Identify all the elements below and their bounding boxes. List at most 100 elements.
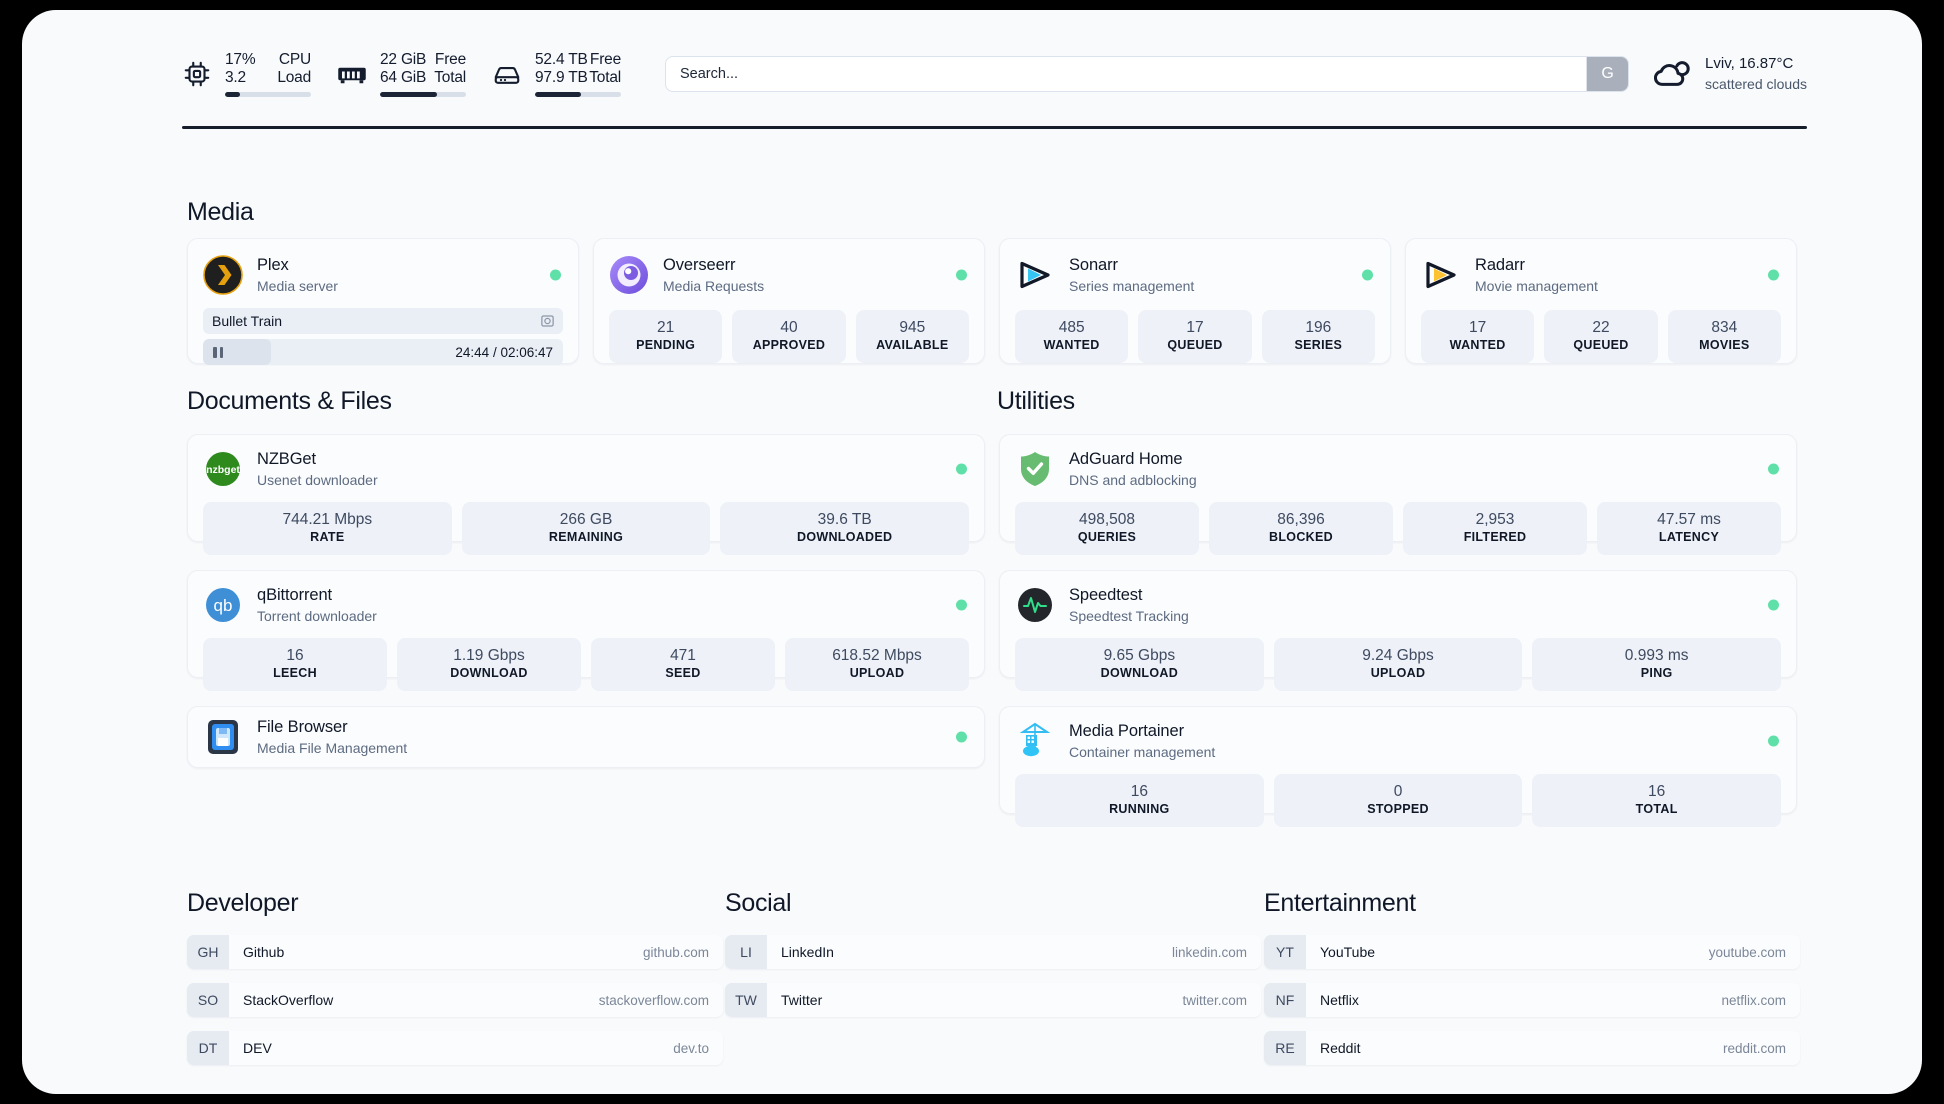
bookmark-name: Reddit — [1320, 1040, 1361, 1056]
overseerr-icon — [609, 255, 649, 295]
stat-wanted: 485 WANTED — [1015, 310, 1129, 363]
stat-value: 39.6 TB — [817, 511, 872, 528]
disk-label-free: Free — [589, 50, 621, 68]
bookmark-stackoverflow[interactable]: SO StackOverflow stackoverflow.com — [187, 983, 723, 1017]
bookmark-youtube[interactable]: YT YouTube youtube.com — [1264, 935, 1800, 969]
radarr-icon — [1421, 255, 1461, 295]
card-qbittorrent[interactable]: qb qBittorrent Torrent downloader 16 LEE… — [187, 570, 985, 691]
plex-player: Bullet Train 24:44 / 02:06:47 — [203, 308, 563, 365]
stat-value: 485 — [1058, 319, 1085, 336]
plex-icon — [203, 255, 243, 295]
card-file-browser[interactable]: File Browser Media File Management — [187, 706, 985, 768]
cpu-label-bottom: Load — [277, 69, 311, 86]
plex-progress-row[interactable]: 24:44 / 02:06:47 — [203, 339, 563, 365]
search-input[interactable] — [666, 57, 1587, 91]
stat-value: 471 — [670, 647, 696, 664]
bookmark-group-title-entertainment: Entertainment — [1264, 889, 1416, 917]
stat-label: UPLOAD — [1370, 666, 1426, 681]
stat-label: DOWNLOAD — [450, 666, 528, 681]
app-subtitle: DNS and adblocking — [1069, 471, 1197, 488]
card-header: qb qBittorrent Torrent downloader — [203, 584, 969, 626]
cpu-label-top: CPU — [278, 50, 311, 68]
bookmark-group-title-developer: Developer — [187, 889, 299, 917]
status-dot-online — [1768, 599, 1779, 611]
stat-value: 16 — [1130, 783, 1148, 800]
stat-value: 945 — [899, 319, 926, 336]
stat-label: QUERIES — [1077, 530, 1137, 545]
card-media-portainer[interactable]: Media Portainer Container management 16 … — [999, 706, 1797, 827]
card-nzbget[interactable]: nzbget NZBGet Usenet downloader 744.21 M… — [187, 434, 985, 555]
bookmark-dev[interactable]: DT DEV dev.to — [187, 1031, 723, 1065]
section-title-media: Media — [187, 198, 254, 226]
stat-wanted: 17 WANTED — [1421, 310, 1535, 363]
stat-upload: 618.52 Mbps UPLOAD — [785, 638, 969, 691]
weather-location-temp: Lviv, 16.87°C — [1705, 55, 1794, 73]
stat-value: 9.65 Gbps — [1103, 647, 1176, 664]
stat-upload: 9.24 Gbps UPLOAD — [1273, 638, 1523, 691]
stat-value: 0.993 ms — [1624, 647, 1689, 664]
memory-total-value: 64 GiB — [380, 69, 427, 86]
stat-value: 16 — [286, 647, 304, 664]
bookmark-url: twitter.com — [1182, 992, 1247, 1008]
stat-value: 40 — [780, 319, 798, 336]
bookmark-badge: TW — [725, 983, 767, 1017]
card-speedtest[interactable]: Speedtest Speedtest Tracking 9.65 Gbps D… — [999, 570, 1797, 691]
search-engine-button[interactable]: G — [1586, 57, 1629, 91]
stat-queries: 498,508 QUERIES — [1015, 502, 1199, 555]
stat-queued: 22 QUEUED — [1544, 310, 1658, 363]
card-radarr[interactable]: Radarr Movie management 17 WANTED 22 QUE… — [1405, 238, 1797, 364]
bookmark-group-title-social: Social — [725, 889, 792, 917]
search-bar[interactable]: G — [665, 56, 1630, 92]
stat-label: LATENCY — [1658, 530, 1720, 545]
svg-text:nzbget: nzbget — [206, 464, 240, 476]
bookmark-netflix[interactable]: NF Netflix netflix.com — [1264, 983, 1800, 1017]
stat-available: 945 AVAILABLE — [855, 310, 969, 363]
nzbget-icon: nzbget — [203, 449, 243, 489]
app-name: Sonarr — [1069, 256, 1118, 275]
card-header: Speedtest Speedtest Tracking — [1015, 584, 1781, 626]
stat-rate: 744.21 Mbps RATE — [203, 502, 452, 555]
card-header: Media Portainer Container management — [1015, 720, 1781, 762]
stat-label: PING — [1640, 666, 1673, 681]
qbittorrent-icon: qb — [203, 585, 243, 625]
app-subtitle: Container management — [1069, 743, 1216, 760]
card-adguard-home[interactable]: AdGuard Home DNS and adblocking 498,508 … — [999, 434, 1797, 555]
bookmark-name: Twitter — [781, 992, 823, 1008]
bookmark-reddit[interactable]: RE Reddit reddit.com — [1264, 1031, 1800, 1065]
stat-label: REMAINING — [548, 530, 624, 545]
bookmark-github[interactable]: GH Github github.com — [187, 935, 723, 969]
bookmark-badge: LI — [725, 935, 767, 969]
header-divider — [182, 126, 1807, 129]
dashboard-header: 17% 3.2 CPU Load — [182, 38, 1807, 110]
card-header: Radarr Movie management — [1421, 252, 1781, 298]
pause-icon[interactable] — [213, 346, 223, 358]
stat-label: SEED — [665, 666, 701, 681]
app-subtitle: Media File Management — [257, 739, 408, 756]
card-header: Sonarr Series management — [1015, 252, 1375, 298]
stat-value: 9.24 Gbps — [1362, 647, 1434, 664]
card-plex[interactable]: Plex Media server Bullet Train 24:44 / 0… — [187, 238, 579, 365]
stat-blocked: 86,396 BLOCKED — [1209, 502, 1393, 555]
stat-label: AVAILABLE — [876, 338, 949, 353]
card-header: Overseerr Media Requests — [609, 252, 969, 298]
stat-value: 17 — [1469, 319, 1487, 336]
bookmark-badge: DT — [187, 1031, 229, 1065]
memory-icon — [337, 59, 367, 89]
weather-widget: Lviv, 16.87°C scattered clouds — [1651, 54, 1807, 94]
memory-label-free: Free — [434, 50, 466, 68]
bookmark-linkedin[interactable]: LI LinkedIn linkedin.com — [725, 935, 1261, 969]
disk-usage-bar — [535, 92, 621, 98]
card-sonarr[interactable]: Sonarr Series management 485 WANTED 17 Q… — [999, 238, 1391, 364]
status-dot-online — [1768, 735, 1779, 747]
stats-row: 498,508 QUERIES 86,396 BLOCKED 2,953 FIL… — [1015, 502, 1781, 555]
cast-icon[interactable] — [540, 314, 555, 329]
bookmark-badge: NF — [1264, 983, 1306, 1017]
stat-value: 1.19 Gbps — [453, 647, 525, 664]
stat-label: FILTERED — [1463, 530, 1527, 545]
bookmark-name: Github — [243, 944, 285, 960]
card-overseerr[interactable]: Overseerr Media Requests 21 PENDING 40 A… — [593, 238, 985, 364]
bookmark-name: Netflix — [1320, 992, 1359, 1008]
stat-value: 0 — [1393, 783, 1403, 800]
stat-value: 2,953 — [1475, 511, 1515, 528]
bookmark-twitter[interactable]: TW Twitter twitter.com — [725, 983, 1261, 1017]
